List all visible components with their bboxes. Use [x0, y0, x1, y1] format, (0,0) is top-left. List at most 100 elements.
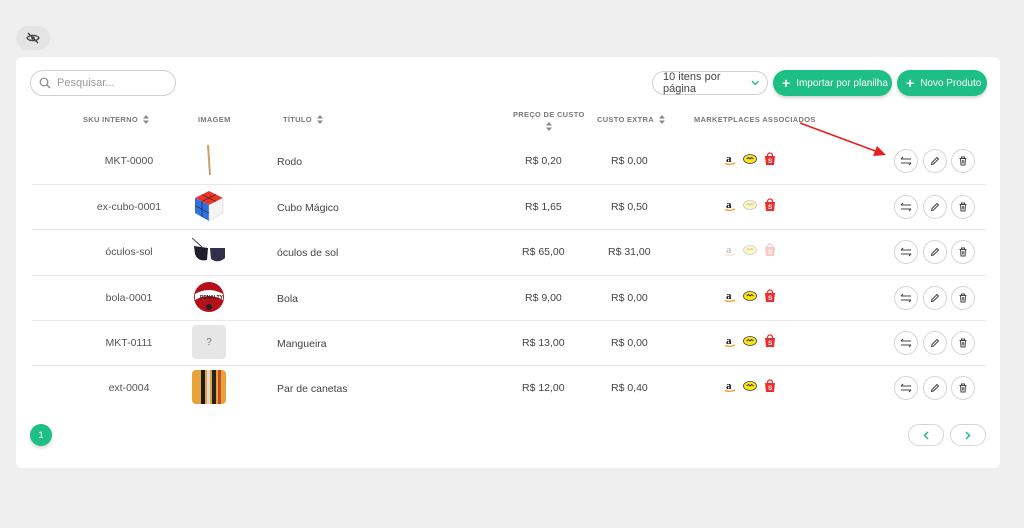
- products-card: 10 itens por página + Importar por plani…: [16, 57, 1000, 468]
- title-cell: Bola: [277, 293, 299, 305]
- shopee-icon: S: [763, 334, 777, 348]
- title-cell: Mangueira: [277, 338, 327, 350]
- new-product-label: Novo Produto: [920, 77, 982, 89]
- plus-icon: +: [782, 75, 791, 91]
- title-cell: óculos de sol: [277, 247, 339, 259]
- items-per-page-select[interactable]: 10 itens por página: [652, 71, 768, 95]
- trash-icon: [959, 247, 967, 257]
- amazon-icon: a: [723, 289, 737, 303]
- delete-button[interactable]: [951, 331, 975, 355]
- delete-button[interactable]: [951, 286, 975, 310]
- marketplace-icons: a S: [723, 289, 777, 303]
- page-number-button[interactable]: 1: [30, 424, 52, 446]
- svg-text:S: S: [768, 204, 773, 211]
- amazon-icon: a: [723, 198, 737, 212]
- svg-text:a: a: [726, 244, 732, 256]
- column-header-title[interactable]: TÍTULO: [283, 115, 323, 124]
- svg-text:a: a: [726, 153, 732, 165]
- items-per-page-value: 10 itens por página: [663, 71, 721, 95]
- column-header-cost[interactable]: PREÇO DE CUSTO: [513, 110, 585, 131]
- shopee-icon: S: [763, 379, 777, 393]
- svg-text:S: S: [768, 385, 773, 392]
- edit-button[interactable]: [923, 331, 947, 355]
- title-cell: Par de canetas: [277, 383, 348, 395]
- chevron-right-icon: [965, 430, 971, 440]
- import-spreadsheet-button[interactable]: + Importar por planilha: [773, 70, 892, 96]
- extra-cost-cell: R$ 0,00: [611, 292, 648, 304]
- mercado-livre-icon: [743, 198, 757, 212]
- column-header-image: IMAGEM: [198, 115, 231, 124]
- sku-cell: ex-cubo-0001: [96, 201, 162, 213]
- chevron-down-icon: [751, 80, 759, 86]
- mercado-livre-icon: [743, 152, 757, 166]
- hide-visibility-toggle[interactable]: [16, 26, 50, 50]
- search-input[interactable]: [57, 77, 167, 89]
- column-header-sku[interactable]: SKU INTERNO: [83, 115, 149, 124]
- amazon-icon: a: [723, 334, 737, 348]
- shopee-icon: S: [763, 198, 777, 212]
- sync-button[interactable]: [894, 149, 918, 173]
- extra-cost-cell: R$ 0,50: [611, 201, 648, 213]
- row-divider: [32, 365, 986, 366]
- arrows-swap-icon: [900, 156, 912, 166]
- sync-button[interactable]: [894, 195, 918, 219]
- column-header-extra-cost-label: CUSTO EXTRA: [597, 115, 654, 124]
- search-box[interactable]: [30, 70, 176, 96]
- trash-icon: [959, 202, 967, 212]
- sort-icon: [142, 115, 149, 124]
- marketplace-icons: a S: [723, 243, 777, 257]
- sort-icon: [658, 115, 665, 124]
- svg-text:a: a: [726, 380, 732, 392]
- trash-icon: [959, 383, 967, 393]
- edit-button[interactable]: [923, 376, 947, 400]
- search-icon: [39, 77, 51, 89]
- table-row: ext-0004 Par de canetas R$ 12,00 R$ 0,40…: [32, 365, 986, 410]
- edit-button[interactable]: [923, 195, 947, 219]
- pencil-icon: [930, 383, 940, 393]
- sync-button[interactable]: [894, 331, 918, 355]
- mercado-livre-icon: [743, 243, 757, 257]
- delete-button[interactable]: [951, 149, 975, 173]
- previous-page-button[interactable]: [908, 424, 944, 446]
- shopee-icon: S: [763, 289, 777, 303]
- column-header-title-label: TÍTULO: [283, 115, 312, 124]
- pencil-icon: [930, 293, 940, 303]
- table-row: óculos-sol óculos de sol R$ 65,00 R$ 31,…: [32, 229, 986, 274]
- sync-button[interactable]: [894, 286, 918, 310]
- sync-button[interactable]: [894, 376, 918, 400]
- amazon-icon: a: [723, 152, 737, 166]
- edit-button[interactable]: [923, 286, 947, 310]
- cost-cell: R$ 13,00: [522, 337, 565, 349]
- delete-button[interactable]: [951, 240, 975, 264]
- delete-button[interactable]: [951, 376, 975, 400]
- row-divider: [32, 229, 986, 230]
- trash-icon: [959, 156, 967, 166]
- pencil-icon: [930, 338, 940, 348]
- arrows-swap-icon: [900, 383, 912, 393]
- edit-button[interactable]: [923, 149, 947, 173]
- column-header-cost-label: PREÇO DE CUSTO: [513, 110, 585, 119]
- column-header-marketplaces-label: MARKETPLACES ASSOCIADOS: [694, 115, 816, 124]
- new-product-button[interactable]: + Novo Produto: [897, 70, 987, 96]
- marketplace-icons: a S: [723, 334, 777, 348]
- pencil-icon: [930, 156, 940, 166]
- next-page-button[interactable]: [950, 424, 986, 446]
- sku-cell: óculos-sol: [105, 246, 153, 258]
- column-header-extra-cost[interactable]: CUSTO EXTRA: [597, 115, 665, 124]
- pencil-icon: [930, 202, 940, 212]
- amazon-icon: a: [723, 379, 737, 393]
- mercado-livre-icon: [743, 334, 757, 348]
- placeholder-question-mark: ?: [206, 336, 212, 348]
- column-header-image-label: IMAGEM: [198, 115, 231, 124]
- sync-button[interactable]: [894, 240, 918, 264]
- extra-cost-cell: R$ 0,40: [611, 382, 648, 394]
- row-divider: [32, 320, 986, 321]
- arrows-swap-icon: [900, 338, 912, 348]
- edit-button[interactable]: [923, 240, 947, 264]
- ball-image: PENALTY: [192, 280, 226, 314]
- delete-button[interactable]: [951, 195, 975, 219]
- row-divider: [32, 275, 986, 276]
- table-row: ex-cubo-0001 Cubo Mágico R$ 1,65 R$ 0,50…: [32, 184, 986, 229]
- svg-text:a: a: [726, 290, 732, 302]
- table-row: MKT-0000 Rodo R$ 0,20 R$ 0,00 a S: [32, 138, 986, 183]
